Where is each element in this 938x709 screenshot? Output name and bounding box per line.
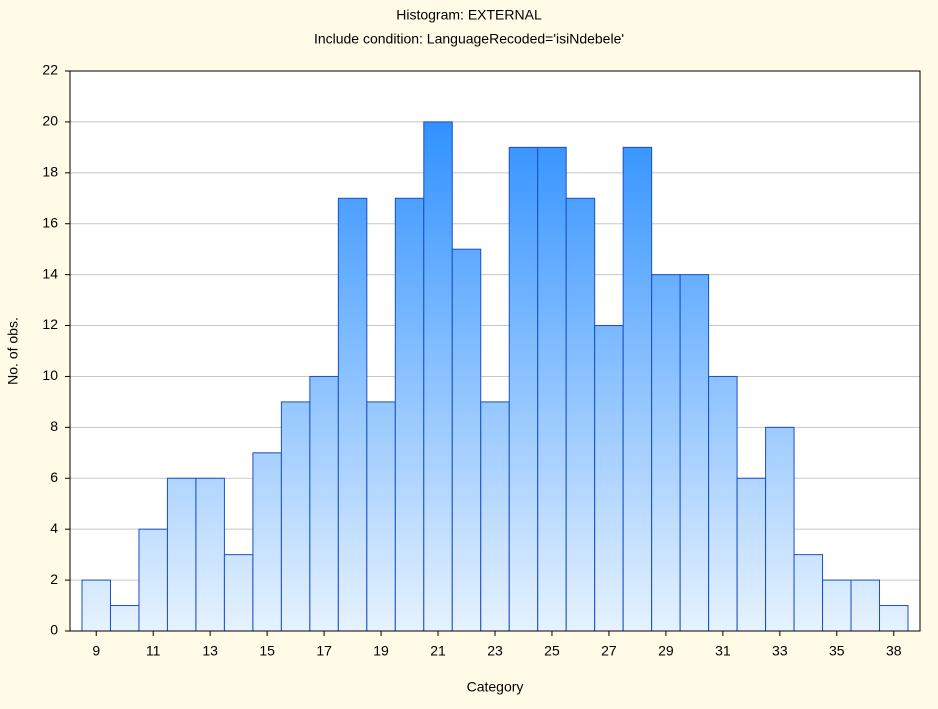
- bar: [423, 121, 453, 632]
- bar: [223, 554, 254, 632]
- y-tick-label: 20: [42, 113, 58, 129]
- bar: [850, 579, 881, 632]
- y-tick-label: 22: [42, 62, 58, 78]
- bar: [166, 477, 197, 632]
- y-tick-label: 12: [42, 316, 58, 332]
- bar: [594, 325, 624, 632]
- y-tick-label: 14: [42, 265, 58, 281]
- bar: [565, 197, 596, 632]
- x-tick-label: 13: [202, 643, 218, 659]
- bar: [109, 605, 140, 632]
- bar: [280, 401, 311, 632]
- y-tick-label: 18: [42, 164, 58, 180]
- x-tick-label: 38: [886, 643, 902, 659]
- bar: [366, 401, 396, 632]
- chart-title: Histogram: EXTERNAL: [396, 7, 542, 23]
- x-tick-label: 35: [829, 643, 845, 659]
- bar: [394, 197, 425, 632]
- bar: [508, 146, 539, 632]
- bar: [679, 274, 710, 632]
- bar: [195, 477, 225, 632]
- y-tick-label: 2: [50, 571, 58, 587]
- x-tick-label: 15: [259, 643, 275, 659]
- bar: [879, 605, 909, 632]
- bar-layer: [81, 121, 909, 632]
- y-tick-label: 4: [50, 520, 58, 536]
- x-axis-label: Category: [467, 679, 524, 695]
- bar: [309, 375, 339, 632]
- bar: [651, 274, 681, 632]
- y-axis-label: No. of obs.: [5, 317, 21, 385]
- y-tick-label: 0: [50, 622, 58, 638]
- bar: [537, 146, 567, 632]
- x-tick-label: 11: [146, 643, 161, 659]
- bar: [822, 579, 852, 632]
- y-tick-label: 6: [50, 469, 58, 485]
- bar: [765, 426, 795, 632]
- y-tick-label: 8: [50, 418, 58, 434]
- x-tick-label: 25: [544, 643, 560, 659]
- bar: [480, 401, 510, 632]
- bar: [81, 579, 111, 632]
- bar: [451, 248, 482, 632]
- x-tick-label: 23: [487, 643, 503, 659]
- x-tick-label: 21: [430, 643, 446, 659]
- bar: [138, 528, 168, 632]
- bar: [622, 146, 653, 632]
- bar: [708, 375, 738, 632]
- chart-subtitle: Include condition: LanguageRecoded='isiN…: [314, 31, 624, 47]
- x-tick-label: 9: [92, 643, 100, 659]
- x-tick-label: 31: [715, 643, 731, 659]
- y-tick-label: 10: [42, 367, 58, 383]
- bar: [793, 554, 824, 632]
- x-tick-label: 33: [772, 643, 788, 659]
- bar: [736, 477, 767, 632]
- x-tick-label: 27: [601, 643, 617, 659]
- x-tick-label: 29: [658, 643, 674, 659]
- bar: [252, 452, 282, 632]
- x-tick-label: 19: [373, 643, 389, 659]
- x-tick-label: 17: [316, 643, 332, 659]
- bar: [337, 197, 368, 632]
- y-tick-label: 16: [42, 214, 58, 230]
